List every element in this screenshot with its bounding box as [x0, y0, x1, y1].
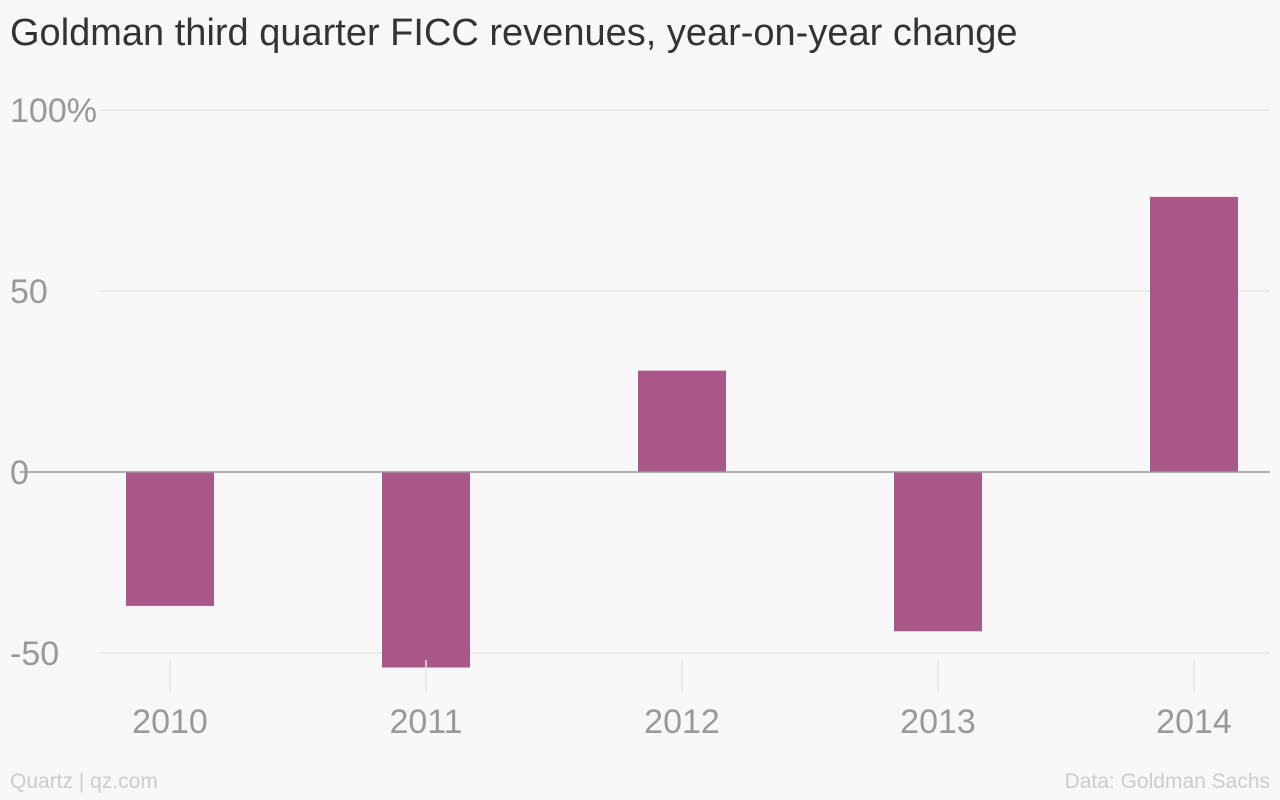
y-tick-label: -50: [10, 635, 59, 673]
y-axis-ticks: 100% 50 0 -50: [10, 92, 97, 673]
x-tick-label: 2014: [1156, 703, 1232, 741]
bar-2011: [382, 472, 470, 668]
bar-2014: [1150, 196, 1238, 472]
x-axis-ticks: 2010 2011 2012 2013 2014: [132, 660, 1232, 741]
x-tick-label: 2013: [900, 703, 976, 741]
bars: [126, 196, 1238, 668]
footer-source-quartz: Quartz | qz.com: [10, 770, 158, 793]
gridlines: [100, 109, 1270, 654]
bar-2012: [638, 370, 726, 472]
x-tick-label: 2010: [132, 703, 208, 741]
chart-title: Goldman third quarter FICC revenues, yea…: [10, 12, 1018, 54]
footer-data-credit: Data: Goldman Sachs: [1064, 770, 1270, 793]
bar-2013: [894, 472, 982, 632]
bar-2010: [126, 472, 214, 606]
x-tick-label: 2011: [389, 703, 462, 741]
y-tick-label: 100%: [10, 92, 97, 130]
y-tick-label: 0: [10, 454, 29, 492]
y-tick-label: 50: [10, 273, 48, 311]
x-tick-label: 2012: [644, 703, 720, 741]
